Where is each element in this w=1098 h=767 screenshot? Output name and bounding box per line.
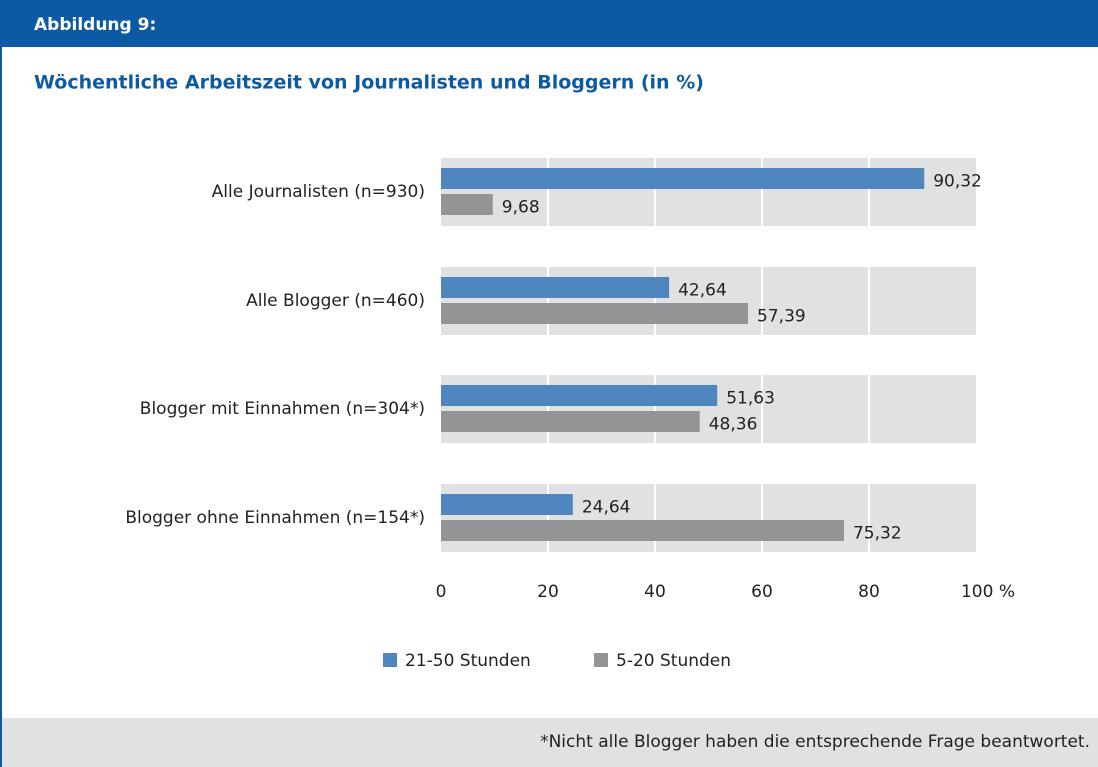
x-tick-label: 40	[644, 582, 666, 602]
value-label: 75,32	[853, 524, 902, 544]
legend-label: 5-20 Stunden	[616, 651, 731, 671]
bar	[441, 277, 670, 298]
bar	[441, 168, 925, 189]
value-label: 57,39	[757, 307, 806, 327]
category-label: Alle Blogger (n=460)	[246, 291, 425, 311]
value-label: 42,64	[678, 281, 727, 301]
footnote: *Nicht alle Blogger haben die entspreche…	[540, 732, 1090, 752]
value-label: 9,68	[502, 198, 540, 218]
category-label: Blogger mit Einnahmen (n=304*)	[140, 399, 425, 419]
bar	[441, 494, 573, 515]
bar	[441, 520, 844, 541]
legend-swatch	[594, 653, 608, 667]
header-bar	[0, 0, 1098, 47]
x-tick-label: 60	[751, 582, 773, 602]
footer	[2, 718, 1098, 767]
header: Abbildung 9:	[34, 15, 156, 35]
x-tick-label: 80	[858, 582, 880, 602]
x-tick-label: 0	[436, 582, 447, 602]
bar	[441, 303, 749, 324]
bar	[441, 411, 700, 432]
value-label: 90,32	[933, 172, 982, 192]
legend-label: 21-50 Stunden	[405, 651, 531, 671]
value-label: 24,64	[582, 498, 631, 518]
value-label: 51,63	[726, 389, 775, 409]
x-tick-label: 100 %	[961, 582, 1015, 602]
bar	[441, 194, 493, 215]
category-label: Blogger ohne Einnahmen (n=154*)	[125, 508, 425, 528]
legend-swatch	[383, 653, 397, 667]
bar	[441, 385, 718, 406]
left-border	[0, 47, 2, 767]
value-label: 48,36	[709, 415, 758, 435]
category-label: Alle Journalisten (n=930)	[212, 182, 425, 202]
chart-title: Wöchentliche Arbeitszeit von Journaliste…	[34, 72, 704, 94]
x-tick-label: 20	[537, 582, 559, 602]
